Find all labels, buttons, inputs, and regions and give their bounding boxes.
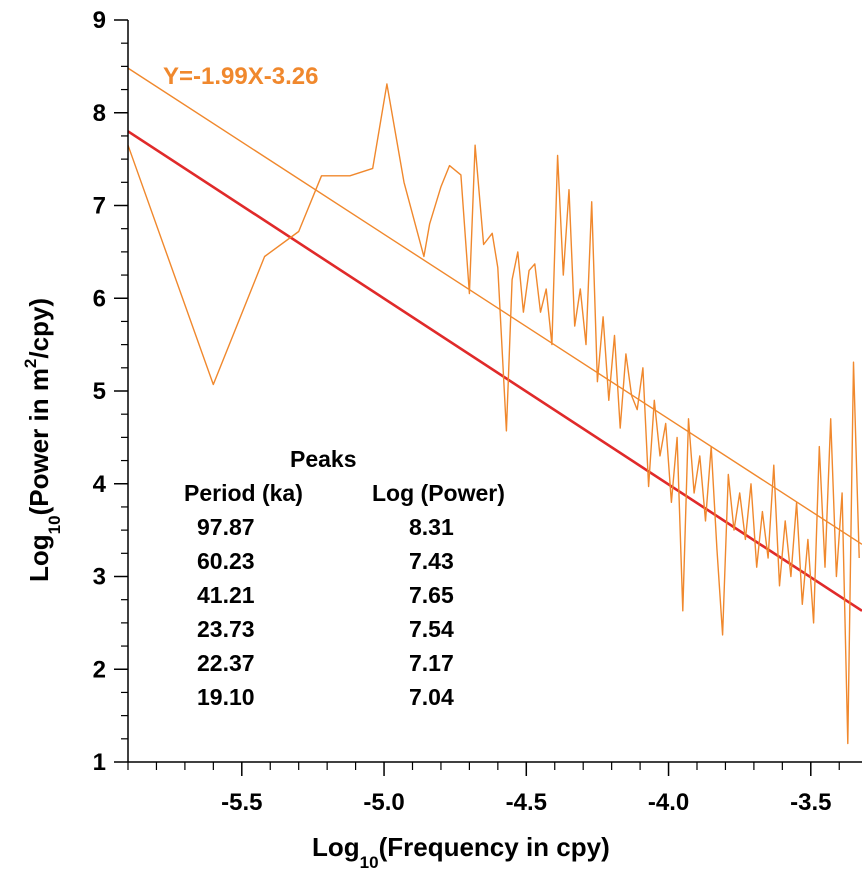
svg-text:Log10(Power in m2/cpy): Log10(Power in m2/cpy) — [21, 298, 64, 582]
y-axis-title-mid: (Power in m — [24, 368, 54, 515]
y-axis-title-sub: 10 — [45, 515, 64, 534]
peaks-rows: 97.87 8.31 60.23 7.43 41.21 7.65 23.73 7.54 22.3… — [197, 514, 454, 710]
y-tick-label: 6 — [93, 285, 106, 312]
y-tick-label: 2 — [93, 656, 106, 683]
peak-period: 19.10 — [197, 684, 255, 710]
x-tick-label: -4.5 — [506, 789, 547, 816]
peak-power: 8.31 — [409, 514, 454, 540]
spectrum-series-0 — [128, 83, 860, 745]
x-tick-label: -4.0 — [648, 789, 689, 816]
plot-area — [128, 67, 862, 745]
y-axis-title: Log10(Power in m2/cpy) — [21, 298, 64, 582]
confidence-line — [128, 130, 862, 612]
x-axis-title: Log10(Frequency in cpy) — [312, 832, 610, 872]
y-tick-label: 5 — [93, 378, 106, 405]
peak-period: 23.73 — [197, 616, 255, 642]
y-tick-label: 3 — [93, 564, 106, 591]
y-tick-label: 4 — [93, 471, 107, 498]
peak-power: 7.43 — [409, 548, 454, 574]
svg-text:Log10(Frequency in cpy): Log10(Frequency in cpy) — [312, 832, 610, 872]
peak-power: 7.04 — [409, 684, 454, 710]
peaks-title: Peaks — [290, 446, 357, 472]
peak-power: 7.65 — [409, 582, 454, 608]
peak-period: 41.21 — [197, 582, 255, 608]
plot-lines — [128, 67, 862, 745]
y-tick-label: 9 — [93, 7, 106, 34]
y-axis-title-prefix: Log — [24, 534, 54, 582]
y-tick-label: 1 — [93, 749, 106, 776]
peak-period: 22.37 — [197, 650, 255, 676]
y-axis-title-sup: 2 — [21, 359, 40, 368]
x-axis-title-rest: (Frequency in cpy) — [379, 832, 610, 862]
x-tick-label: -5.0 — [363, 789, 404, 816]
y-axis-title-rest: /cpy) — [24, 298, 54, 359]
fit-equation-label: Y=-1.99X-3.26 — [163, 63, 318, 90]
x-axis-title-prefix: Log — [312, 832, 360, 862]
peak-period: 60.23 — [197, 548, 255, 574]
x-tick-label: -3.5 — [790, 789, 831, 816]
peak-period: 97.87 — [197, 514, 255, 540]
axes: 1 2 3 4 5 6 7 8 9 -5.5 -5.0 -4.5 -4.0 -3.5 — [93, 7, 862, 816]
peak-power: 7.17 — [409, 650, 454, 676]
x-tick-label: -5.5 — [221, 789, 262, 816]
peaks-header-power: Log (Power) — [372, 480, 505, 506]
fit-line — [128, 67, 862, 545]
peaks-table: Peaks Period (ka) Log (Power) 97.87 8.31 6… — [184, 446, 505, 710]
peaks-header-period: Period (ka) — [184, 480, 303, 506]
y-tick-label: 7 — [93, 193, 106, 220]
peak-power: 7.54 — [409, 616, 454, 642]
x-axis-title-sub: 10 — [360, 853, 379, 872]
y-tick-label: 8 — [93, 100, 106, 127]
